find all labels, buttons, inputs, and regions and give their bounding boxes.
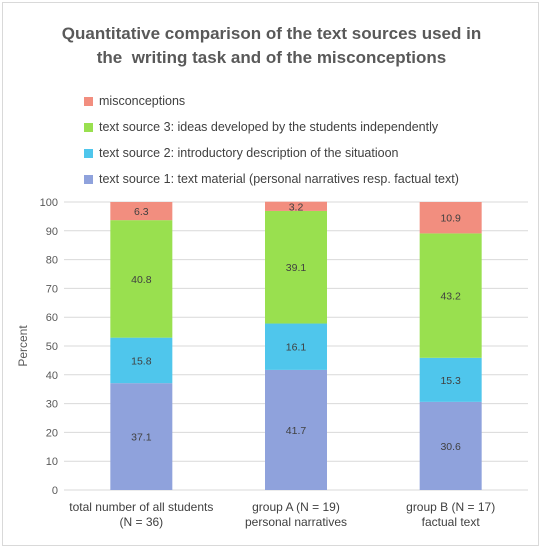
legend: misconceptions text source 3: ideas deve… [84, 88, 459, 192]
bar-series-4-category-1 [110, 202, 173, 221]
y-tick-label-20: 20 [46, 427, 58, 439]
data-label-series-4-category-3: 10.9 [440, 213, 461, 225]
category-label-1-line-1: total number of all students [69, 500, 213, 514]
data-label-series-3-category-1: 40.8 [131, 274, 152, 286]
bar-series-1-category-2 [265, 369, 327, 490]
data-label-series-4-category-2: 3.2 [289, 201, 304, 213]
legend-item-misconceptions: misconceptions [84, 88, 459, 114]
legend-swatch-text-source-3 [84, 122, 93, 132]
category-label-3-line-1: group B (N = 17) [406, 500, 495, 514]
bar-series-3-category-3 [419, 233, 482, 358]
data-label-series-1-category-2: 41.7 [286, 425, 307, 437]
data-label-series-2-category-3: 15.3 [440, 375, 461, 387]
bar-series-2-category-1 [110, 337, 173, 384]
legend-item-text-source-3: text source 3: ideas developed by the st… [84, 114, 459, 140]
bar-series-1-category-1 [110, 383, 173, 490]
bar-series-1-category-3 [419, 401, 482, 490]
y-tick-label-90: 90 [46, 226, 58, 238]
bar-series-4-category-3 [419, 202, 482, 234]
legend-label-text-source-2: text source 2: introductory description … [99, 146, 399, 160]
data-label-series-2-category-1: 15.8 [131, 355, 152, 367]
y-tick-label-70: 70 [46, 283, 58, 295]
data-label-series-1-category-1: 37.1 [131, 432, 152, 444]
legend-label-text-source-1: text source 1: text material (personal n… [99, 172, 459, 186]
bar-series-2-category-2 [265, 323, 327, 370]
legend-label-text-source-3: text source 3: ideas developed by the st… [99, 120, 439, 134]
legend-label-misconceptions: misconceptions [99, 94, 186, 108]
y-tick-label-40: 40 [46, 370, 58, 382]
legend-swatch-misconceptions [84, 96, 93, 106]
y-tick-label-80: 80 [46, 255, 58, 267]
legend-item-text-source-1: text source 1: text material (personal n… [84, 166, 459, 192]
y-tick-label-10: 10 [46, 456, 58, 468]
y-tick-label-30: 30 [46, 399, 58, 411]
data-label-series-4-category-1: 6.3 [134, 206, 149, 218]
category-label-1-line-2: (N = 36) [119, 515, 163, 529]
bar-series-2-category-3 [419, 357, 482, 402]
data-label-series-1-category-3: 30.6 [440, 441, 461, 453]
legend-swatch-text-source-1 [84, 174, 93, 184]
y-tick-label-100: 100 [40, 197, 58, 209]
bar-series-4-category-2 [265, 201, 327, 211]
y-tick-label-60: 60 [46, 312, 58, 324]
category-label-2-line-2: personal narratives [245, 515, 347, 529]
chart-title: Quantitative comparison of the text sour… [0, 22, 543, 70]
bar-series-3-category-1 [110, 220, 173, 338]
y-tick-label-0: 0 [52, 485, 58, 497]
chart-title-line-1: Quantitative comparison of the text sour… [61, 24, 482, 43]
data-label-series-3-category-3: 43.2 [440, 291, 461, 303]
bar-series-3-category-2 [265, 210, 327, 324]
data-label-series-3-category-2: 39.1 [286, 262, 307, 274]
category-label-2-line-1: group A (N = 19) [252, 500, 340, 514]
y-tick-label-50: 50 [46, 341, 58, 353]
data-label-series-2-category-2: 16.1 [286, 342, 307, 354]
chart-title-line-2: the writing task and of the misconceptio… [96, 48, 447, 67]
legend-item-text-source-2: text source 2: introductory description … [84, 140, 459, 166]
category-label-3-line-2: factual text [422, 515, 481, 529]
legend-swatch-text-source-2 [84, 148, 93, 158]
y-axis-title: Percent [16, 325, 30, 367]
